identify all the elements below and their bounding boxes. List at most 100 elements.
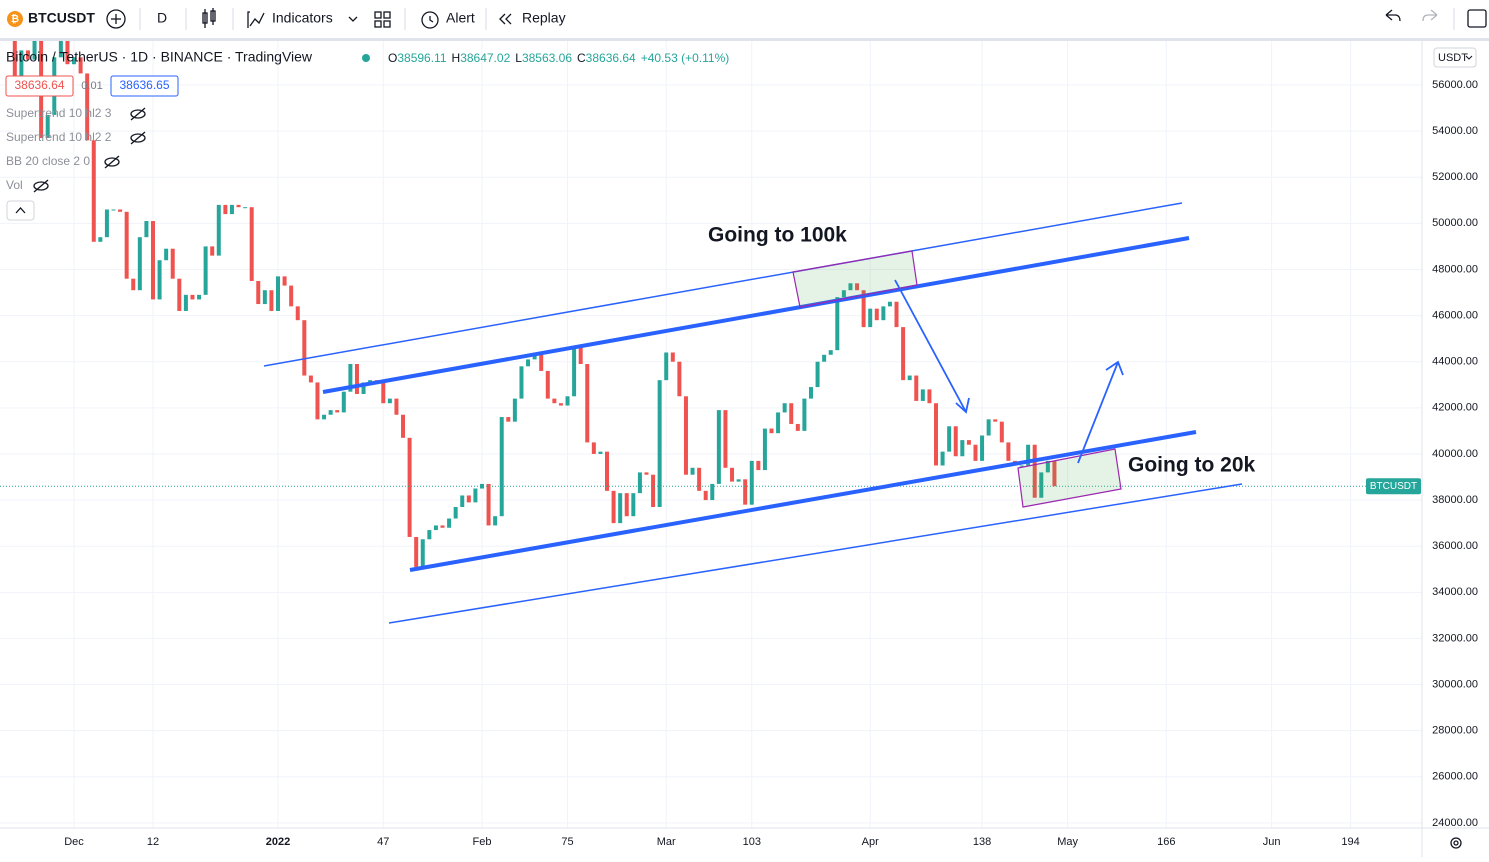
candle [796,424,800,431]
x-tick-label: May [1057,836,1078,848]
ohlc-value: 38647.02 [460,51,510,65]
candle [651,475,655,507]
candle [914,376,918,401]
candle [223,205,227,214]
candle [993,419,997,421]
ask: 38636.65 [119,78,169,92]
candle [131,279,135,291]
candle [980,435,984,460]
candle [960,440,964,456]
candle [585,364,589,442]
candle [895,302,899,327]
candle [204,246,208,294]
candle [217,205,221,256]
candle [763,429,767,471]
x-tick-label: Mar [657,836,676,848]
candle [164,249,168,261]
alert-button[interactable]: Alert [446,10,475,26]
candle [256,281,260,304]
y-tick-label: 46000.00 [1432,309,1478,321]
symbol[interactable]: BTCUSDT [28,10,95,26]
study[interactable]: Supertrend 10 hl2 2 [6,130,112,144]
candle [756,461,760,470]
candle [500,417,504,516]
candle [105,209,109,237]
candle [868,309,872,327]
candle [770,429,774,434]
toolbar-border [0,38,1489,41]
x-tick-label: Apr [862,836,879,848]
candle [243,207,247,208]
candle [171,249,175,279]
study[interactable]: BB 20 close 2 0 [6,154,90,168]
candle [618,493,622,523]
x-tick-label: 194 [1341,836,1359,848]
x-tick-label: Dec [64,836,84,848]
interval[interactable]: D [157,10,167,26]
candle [592,442,596,454]
y-tick-label: 50000.00 [1432,217,1478,229]
candle [394,399,398,415]
study[interactable]: Supertrend 10 hl2 3 [6,106,112,120]
currency[interactable]: USDT [1438,52,1468,64]
candle [671,352,675,361]
candle [355,364,359,394]
candle [434,525,438,530]
y-tick-label: 34000.00 [1432,586,1478,598]
y-tick-label: 56000.00 [1432,79,1478,91]
candle [546,371,550,399]
candle [269,290,273,311]
spread: 0.01 [81,80,102,92]
candle [309,376,313,383]
toolbar [0,0,1489,38]
candle [579,348,583,364]
y-tick-label: 36000.00 [1432,540,1478,552]
y-tick-label: 32000.00 [1432,632,1478,644]
indicators-button[interactable]: Indicators [272,10,333,26]
candle [197,295,201,300]
candle [644,472,648,474]
x-tick-label: Jun [1263,836,1281,848]
status-dot [362,54,370,62]
candle [296,306,300,320]
candle [526,359,530,366]
candle [717,410,721,484]
candle [789,403,793,424]
y-tick-label: 48000.00 [1432,263,1478,275]
x-tick-label: 75 [561,836,573,848]
candle [875,309,879,321]
candle [92,140,96,241]
candle [539,355,543,371]
candle [704,491,708,500]
candle [276,276,280,311]
candle [750,461,754,505]
replay-button[interactable]: Replay [522,10,566,26]
candle [829,350,833,355]
candle [927,389,931,403]
candle [1020,465,1024,466]
y-tick-label: 54000.00 [1432,125,1478,137]
candle [835,297,839,350]
candle [559,403,563,405]
ohlc-change: +40.53 (+0.11%) [641,51,730,65]
candle [816,362,820,387]
candle [934,403,938,465]
candle [947,426,951,451]
candle [677,362,681,397]
candle [447,519,451,528]
ohlc-value: 38563.06 [522,51,572,65]
bid: 38636.64 [14,78,64,92]
study[interactable]: Vol [6,178,23,192]
x-tick-label: 103 [743,836,761,848]
candle [151,221,155,299]
candle [283,276,287,285]
collapse-button[interactable] [7,201,34,220]
y-tick-label: 30000.00 [1432,678,1478,690]
y-tick-label: 42000.00 [1432,402,1478,414]
candle [987,419,991,435]
candle [908,376,912,381]
candle [605,452,609,491]
candle [973,445,977,461]
